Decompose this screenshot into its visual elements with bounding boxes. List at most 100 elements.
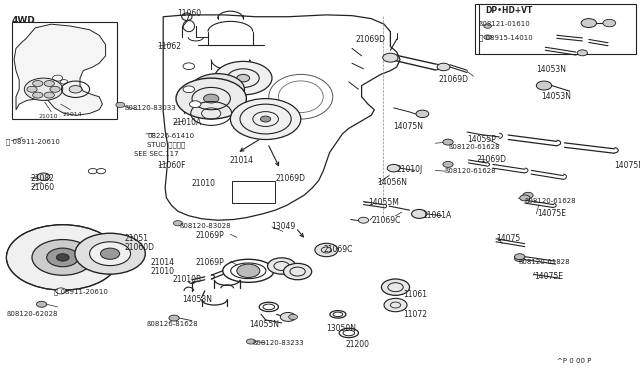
Circle shape bbox=[246, 339, 255, 344]
Circle shape bbox=[100, 248, 120, 259]
Text: 14055N: 14055N bbox=[250, 320, 280, 329]
Circle shape bbox=[27, 86, 37, 92]
Circle shape bbox=[90, 242, 131, 266]
Text: Ⓝ 08911-20610: Ⓝ 08911-20610 bbox=[54, 289, 108, 295]
Circle shape bbox=[69, 86, 82, 93]
Text: 21069D: 21069D bbox=[477, 155, 507, 164]
Polygon shape bbox=[36, 227, 71, 248]
Circle shape bbox=[37, 173, 50, 180]
Text: 11062: 11062 bbox=[157, 42, 181, 51]
Circle shape bbox=[383, 53, 398, 62]
Polygon shape bbox=[78, 232, 113, 255]
Text: 14075M: 14075M bbox=[614, 161, 640, 170]
Circle shape bbox=[183, 86, 195, 93]
Circle shape bbox=[97, 169, 106, 174]
Text: ß08120-83033: ß08120-83033 bbox=[125, 105, 177, 111]
Text: 14056N: 14056N bbox=[378, 178, 408, 187]
Text: STUD スタッド: STUD スタッド bbox=[147, 142, 186, 148]
Circle shape bbox=[173, 221, 182, 226]
Text: 21060: 21060 bbox=[31, 183, 55, 192]
Text: 21069P: 21069P bbox=[195, 231, 224, 240]
Circle shape bbox=[56, 254, 69, 261]
Text: 21200: 21200 bbox=[346, 340, 370, 349]
Circle shape bbox=[214, 61, 272, 95]
Polygon shape bbox=[163, 15, 400, 220]
Circle shape bbox=[536, 81, 552, 90]
Circle shape bbox=[416, 110, 429, 118]
Text: 21010: 21010 bbox=[38, 114, 58, 119]
Text: 14055M: 14055M bbox=[368, 198, 399, 207]
Text: 21069P: 21069P bbox=[195, 258, 224, 267]
Circle shape bbox=[237, 264, 260, 278]
Text: 21014: 21014 bbox=[63, 112, 83, 116]
Text: 21014: 21014 bbox=[229, 156, 253, 165]
Text: 21010: 21010 bbox=[150, 267, 174, 276]
Circle shape bbox=[44, 92, 54, 98]
Text: ß08120-83233: ß08120-83233 bbox=[253, 340, 305, 346]
Text: 21010A: 21010A bbox=[173, 118, 202, 127]
Text: 14075E: 14075E bbox=[538, 209, 566, 218]
Bar bbox=[232, 181, 275, 203]
Circle shape bbox=[56, 288, 66, 294]
Text: 21069D: 21069D bbox=[355, 35, 385, 44]
Text: 11060: 11060 bbox=[177, 9, 201, 17]
Polygon shape bbox=[11, 241, 49, 261]
Circle shape bbox=[381, 279, 410, 295]
Text: 21060D: 21060D bbox=[125, 243, 155, 252]
Circle shape bbox=[387, 164, 400, 172]
Circle shape bbox=[204, 94, 219, 103]
Circle shape bbox=[33, 92, 43, 98]
Text: 21069D: 21069D bbox=[275, 174, 305, 183]
Circle shape bbox=[384, 298, 407, 312]
Text: 14053N: 14053N bbox=[541, 92, 571, 101]
Text: 21010B: 21010B bbox=[173, 275, 202, 284]
Circle shape bbox=[176, 78, 246, 119]
Circle shape bbox=[515, 254, 525, 260]
Text: 21069D: 21069D bbox=[438, 76, 468, 84]
Bar bbox=[12, 22, 117, 119]
Circle shape bbox=[47, 248, 79, 267]
Text: 21069C: 21069C bbox=[323, 246, 353, 254]
Text: Ⓝ 08911-20610: Ⓝ 08911-20610 bbox=[6, 138, 60, 145]
Circle shape bbox=[33, 80, 43, 86]
Text: 14053N: 14053N bbox=[536, 65, 566, 74]
Circle shape bbox=[6, 225, 119, 290]
Circle shape bbox=[237, 74, 250, 82]
Text: ß08120-61628: ß08120-61628 bbox=[525, 198, 577, 204]
Circle shape bbox=[280, 312, 296, 321]
Circle shape bbox=[523, 192, 533, 198]
Text: 4WD: 4WD bbox=[12, 16, 35, 25]
Circle shape bbox=[183, 63, 195, 70]
Circle shape bbox=[44, 80, 54, 86]
Circle shape bbox=[75, 233, 145, 274]
Text: 14055P: 14055P bbox=[467, 135, 496, 144]
Circle shape bbox=[24, 78, 63, 100]
Text: 13049: 13049 bbox=[271, 222, 295, 231]
Text: 21069C: 21069C bbox=[371, 216, 401, 225]
Text: 14075E: 14075E bbox=[534, 272, 563, 280]
Text: 11061: 11061 bbox=[403, 290, 428, 299]
Text: ß08120-61828: ß08120-61828 bbox=[518, 259, 570, 265]
Text: ß08120-62028: ß08120-62028 bbox=[6, 311, 58, 317]
Circle shape bbox=[412, 209, 427, 218]
Text: ^P 0 00 P: ^P 0 00 P bbox=[557, 358, 591, 364]
Text: 14075: 14075 bbox=[496, 234, 520, 243]
Circle shape bbox=[268, 258, 296, 274]
Circle shape bbox=[191, 74, 244, 105]
Circle shape bbox=[169, 315, 179, 321]
Bar bbox=[475, 4, 636, 54]
Circle shape bbox=[116, 102, 125, 108]
Circle shape bbox=[88, 169, 97, 174]
Text: 21010J: 21010J bbox=[397, 165, 423, 174]
Text: DP•HD+VT: DP•HD+VT bbox=[485, 6, 532, 15]
Text: 11061A: 11061A bbox=[422, 211, 452, 220]
Text: ß08121-01610: ß08121-01610 bbox=[479, 21, 531, 27]
Circle shape bbox=[484, 35, 492, 39]
Circle shape bbox=[212, 86, 223, 92]
Text: Ⓜ 08915-14010: Ⓜ 08915-14010 bbox=[479, 34, 532, 41]
Text: 14053N: 14053N bbox=[182, 295, 212, 304]
Text: 21051: 21051 bbox=[125, 234, 149, 243]
Circle shape bbox=[260, 116, 271, 122]
Text: 08226-61410: 08226-61410 bbox=[147, 133, 195, 139]
Circle shape bbox=[189, 101, 201, 108]
